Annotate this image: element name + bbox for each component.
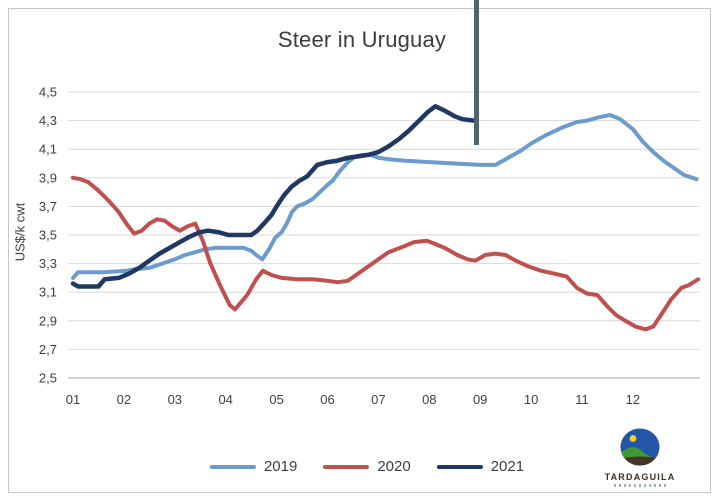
legend-label-2020: 2020 [377,458,411,475]
svg-text:01: 01 [66,392,80,407]
svg-text:3,3: 3,3 [39,256,57,271]
svg-text:07: 07 [371,392,385,407]
svg-text:10: 10 [524,392,538,407]
logo-brand-text: TARDAGUILA [604,472,676,482]
svg-text:4,1: 4,1 [39,142,57,157]
svg-text:06: 06 [320,392,334,407]
tardaguila-logo: TARDAGUILA [604,428,676,487]
chart-title: Steer in Uruguay [277,27,447,52]
svg-text:2,9: 2,9 [39,313,57,328]
svg-text:2,5: 2,5 [39,371,57,386]
legend-item-2020: 2020 [323,458,411,475]
svg-text:09: 09 [473,392,487,407]
legend-item-2021: 2021 [436,458,525,475]
svg-text:3,7: 3,7 [39,199,57,214]
svg-text:03: 03 [168,392,182,407]
vertical-annotation-line [474,0,479,145]
legend-label-2021: 2021 [490,458,525,475]
chart-frame [8,8,711,493]
svg-text:08: 08 [422,392,436,407]
legend-label-2019: 2019 [263,458,298,475]
legend-line-sample-2020 [323,464,370,469]
globe-icon [620,428,660,466]
svg-text:3,5: 3,5 [39,228,57,243]
legend-item-2019: 2019 [209,458,298,475]
svg-text:3,1: 3,1 [39,285,57,300]
legend-line-sample-2021 [436,464,483,469]
svg-text:05: 05 [269,392,283,407]
svg-text:04: 04 [218,392,232,407]
svg-text:02: 02 [117,392,131,407]
svg-text:4,5: 4,5 [39,85,57,100]
legend-line-sample-2019 [209,464,256,469]
svg-text:2,7: 2,7 [39,342,57,357]
svg-text:3,9: 3,9 [39,170,57,185]
svg-text:11: 11 [575,392,589,407]
chart-legend: 2019 2020 2021 [209,458,525,475]
svg-text:4,3: 4,3 [39,113,57,128]
logo-subtext-dots [614,484,666,487]
svg-text:12: 12 [626,392,640,407]
